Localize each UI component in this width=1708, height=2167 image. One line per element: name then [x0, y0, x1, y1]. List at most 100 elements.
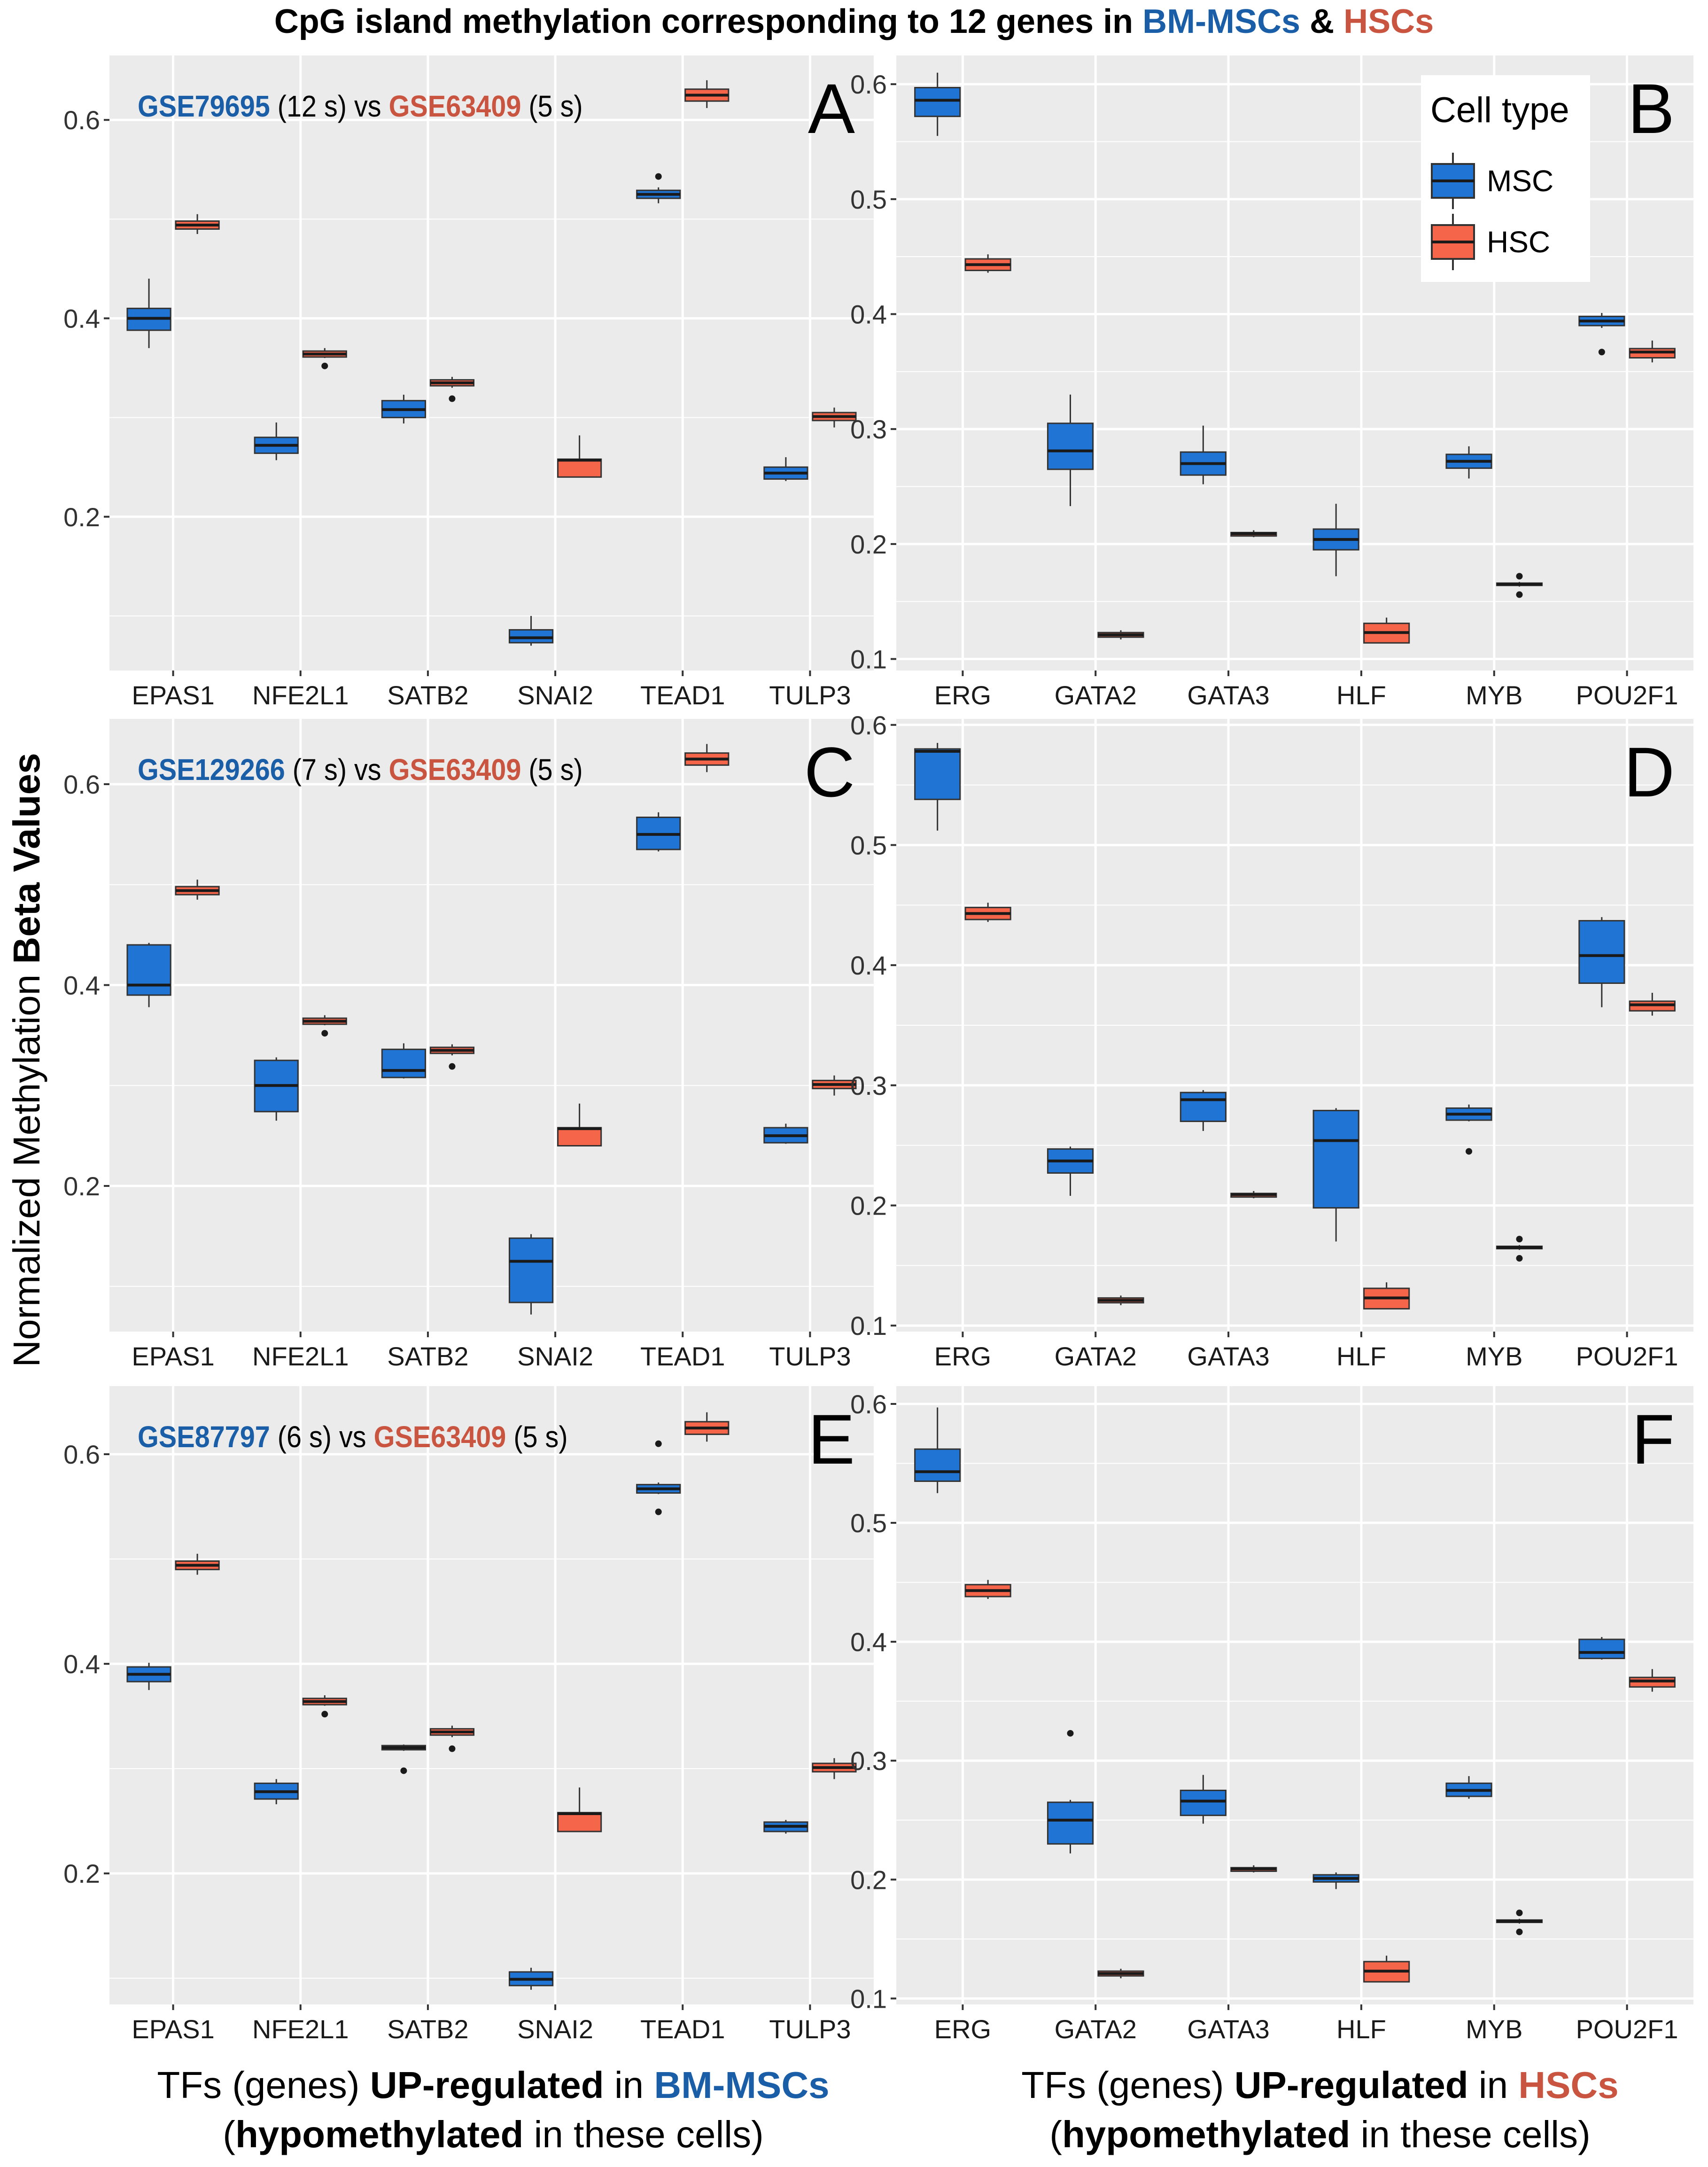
text-part: (7 s) vs — [285, 753, 389, 786]
text-part: GSE63409 — [389, 89, 521, 123]
y-tick-label: 0.3 — [850, 1746, 887, 1776]
y-tick-label: 0.2 — [850, 1191, 887, 1221]
x-tick-label: TULP3 — [769, 1341, 851, 1371]
text-part: & — [1300, 3, 1343, 40]
panel-letter: A — [808, 69, 855, 148]
box-hsc-erg — [964, 254, 1011, 273]
x-tick-label: GATA3 — [1187, 2014, 1269, 2044]
outlier-point — [449, 1063, 456, 1070]
box-hsc-snai2 — [557, 1787, 602, 1832]
text-part: in these cells) — [1350, 2113, 1590, 2155]
y-tick-label: 0.2 — [63, 502, 100, 532]
x-tick-label: ERG — [934, 680, 991, 710]
box-msc-gata3 — [1180, 1090, 1227, 1131]
outlier-point — [449, 395, 456, 402]
box-hsc-nfe2l1 — [302, 1695, 347, 1718]
y-tick-label: 0.6 — [63, 770, 100, 799]
y-tick-label: 0.3 — [850, 414, 887, 444]
box-msc-satb2 — [381, 395, 426, 424]
box-body — [557, 1127, 602, 1147]
text-part: ( — [1049, 2113, 1062, 2155]
box-hsc-myb — [1496, 1910, 1543, 1935]
panel-background — [109, 719, 874, 1332]
box-msc-epas1 — [126, 943, 171, 1007]
outlier-point — [321, 1711, 328, 1718]
box-hsc-satb2 — [429, 1725, 475, 1752]
box-hsc-myb — [1496, 1236, 1543, 1262]
bottom-right-caption-line1: TFs (genes) UP-regulated in HSCs — [1021, 2064, 1618, 2106]
y-tick-label: 0.5 — [850, 830, 887, 860]
box-body — [126, 944, 171, 996]
panel-letter: F — [1631, 1400, 1675, 1479]
text-part: GSE63409 — [389, 753, 521, 786]
text-part: (6 s) vs — [270, 1420, 374, 1453]
x-tick-label: MYB — [1466, 2014, 1522, 2044]
box-hsc-snai2 — [557, 435, 602, 478]
box-hsc-pou2f1 — [1629, 340, 1676, 363]
y-axis-label-bold: Beta Values — [6, 753, 47, 964]
text-part: BM-MSCs — [654, 2064, 829, 2106]
box-body — [1047, 1801, 1094, 1845]
box-msc-satb2 — [381, 1043, 426, 1079]
text-part: in these cells) — [523, 2113, 763, 2155]
dataset-annotation: GSE79695 (12 s) vs GSE63409 (5 s) — [138, 89, 583, 123]
outlier-point — [1516, 573, 1523, 580]
text-part: GSE87797 — [138, 1420, 270, 1453]
x-tick-label: GATA2 — [1055, 2014, 1137, 2044]
box-msc-hlf — [1312, 504, 1359, 577]
y-tick-label: 0.6 — [63, 1440, 100, 1469]
y-tick-label: 0.6 — [850, 1389, 887, 1419]
text-part: GSE129266 — [138, 753, 285, 786]
y-tick-label: 0.4 — [850, 300, 887, 329]
x-tick-label: MYB — [1466, 1341, 1522, 1371]
text-part: BM-MSCs — [1142, 3, 1300, 40]
box-msc-tead1 — [636, 173, 681, 203]
y-tick-label: 0.6 — [850, 70, 887, 99]
box-hsc-epas1 — [175, 1553, 220, 1575]
text-part: CpG island methylation corresponding to … — [274, 3, 1142, 40]
box-msc-pou2f1 — [1578, 313, 1625, 356]
box-hsc-tead1 — [684, 80, 730, 108]
y-axis-label: Normalized Methylation Beta Values — [6, 753, 47, 1367]
box-hsc-gata2 — [1097, 630, 1144, 639]
box-msc-myb — [1445, 1776, 1492, 1799]
box-hsc-myb — [1496, 573, 1543, 598]
x-tick-label: GATA3 — [1187, 680, 1269, 710]
x-tick-label: HLF — [1336, 680, 1386, 710]
bottom-left-caption-line2: (hypomethylated in these cells) — [223, 2113, 763, 2155]
x-tick-label: TULP3 — [769, 680, 851, 710]
x-tick-label: NFE2L1 — [252, 2014, 349, 2044]
x-tick-label: TULP3 — [769, 2014, 851, 2044]
panel-background — [109, 1386, 874, 2004]
box-msc-gata3 — [1180, 1775, 1227, 1824]
outlier-point — [655, 1440, 662, 1447]
panel-background — [896, 1386, 1693, 2004]
panel-letter: D — [1624, 733, 1675, 811]
legend-key-hsc: HSC — [1431, 214, 1550, 270]
box-body — [1180, 1789, 1227, 1816]
box-msc-tulp3 — [763, 1820, 808, 1834]
bottom-right-caption-line2: (hypomethylated in these cells) — [1049, 2113, 1590, 2155]
y-tick-label: 0.2 — [63, 1171, 100, 1201]
legend-label: HSC — [1487, 225, 1550, 259]
text-part: UP-regulated — [370, 2064, 604, 2106]
panel-letter: C — [804, 733, 855, 811]
text-part: GSE63409 — [374, 1420, 506, 1453]
outlier-point — [1516, 1928, 1523, 1935]
x-tick-label: SATB2 — [387, 1341, 468, 1371]
y-tick-label: 0.4 — [850, 951, 887, 980]
box-msc-tead1 — [636, 812, 681, 852]
outlier-point — [449, 1745, 456, 1752]
box-hsc-erg — [964, 903, 1011, 922]
box-msc-snai2 — [508, 1967, 554, 1990]
dataset-annotation: GSE87797 (6 s) vs GSE63409 (5 s) — [138, 1420, 568, 1453]
y-tick-label: 0.4 — [63, 304, 100, 333]
box-msc-epas1 — [126, 1662, 171, 1690]
outlier-point — [1516, 1236, 1523, 1243]
x-tick-label: EPAS1 — [132, 1341, 214, 1371]
panels-group: 0.2 0.4 0.6 EPAS1 NFE2L1 SATB2 SNAI2 TEAD1 TULP3… — [63, 55, 1693, 2044]
x-tick-label: POU2F1 — [1576, 2014, 1678, 2044]
box-hsc-gata3 — [1230, 530, 1277, 538]
text-part: (12 s) vs — [270, 89, 389, 123]
box-hsc-tead1 — [684, 744, 730, 772]
